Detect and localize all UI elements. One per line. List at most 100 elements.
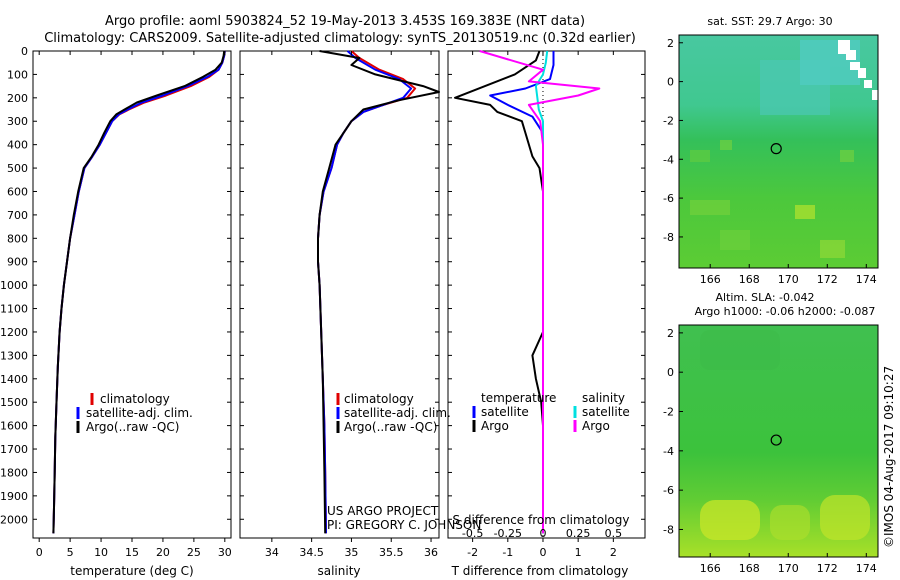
difference-series — [454, 50, 601, 538]
x-tick-label: 34 — [265, 546, 279, 559]
depth-tick-label: 1100 — [0, 303, 28, 316]
depth-tick-label: 400 — [7, 139, 28, 152]
x-tick-label: 30 — [218, 546, 232, 559]
x-tick-label: -1 — [502, 546, 513, 559]
map-y-tick-label: -8 — [663, 231, 674, 244]
map-x-tick-label: 166 — [700, 273, 721, 286]
depth-tick-label: 1600 — [0, 420, 28, 433]
series-line-argo-raw-qc- — [317, 50, 440, 534]
map-x-tick-label: 166 — [700, 562, 721, 575]
x-tick-label: 0.5 — [605, 527, 623, 540]
salinity-series — [317, 50, 440, 534]
map-x-tick-label: 170 — [778, 562, 799, 575]
map-y-tick-label: 0 — [667, 366, 674, 379]
legend-climatology-label: climatology — [100, 392, 170, 406]
map-y-tick-label: -2 — [663, 406, 674, 419]
depth-tick-label: 1900 — [0, 490, 28, 503]
depth-tick-label: 300 — [7, 115, 28, 128]
map-x-tick-label: 168 — [739, 273, 760, 286]
legend-climatology-label: climatology — [344, 392, 414, 406]
depth-tick-label: 1500 — [0, 396, 28, 409]
difference-xlabel-top: S difference from climatology — [453, 513, 630, 527]
sla-texture — [700, 330, 870, 540]
depth-tick-label: 2000 — [0, 513, 28, 526]
depth-tick-label: 800 — [7, 232, 28, 245]
project-line2: PI: GREGORY C. JOHNSON — [327, 518, 481, 532]
x-tick-label: 15 — [125, 546, 139, 559]
depth-tick-label: 0 — [21, 45, 28, 58]
salinity-legend: climatology satellite-adj. clim. Argo(..… — [336, 392, 451, 434]
x-tick-label: 35 — [344, 546, 358, 559]
depth-tick-label: 900 — [7, 256, 28, 269]
x-tick-label: 0 — [539, 546, 546, 559]
map-y-tick-label: -4 — [663, 153, 674, 166]
map-y-tick-label: -2 — [663, 114, 674, 127]
land-mask — [838, 40, 878, 100]
x-tick-label: 35.5 — [379, 546, 404, 559]
sla-map-title-line1: Altim. SLA: -0.042 — [715, 291, 814, 304]
depth-tick-label: 1700 — [0, 443, 28, 456]
map-y-tick-label: 2 — [667, 37, 674, 50]
map-x-tick-label: 172 — [817, 562, 838, 575]
sst-frame — [678, 34, 879, 269]
sst-map: 166 168 170 172 174 2 0 -2 -4 -6 -8 — [663, 34, 879, 286]
map-x-tick-label: 174 — [856, 562, 877, 575]
argo-position-marker — [770, 434, 782, 446]
depth-tick-label: 200 — [7, 92, 28, 105]
depth-tick-label: 1200 — [0, 326, 28, 339]
depth-tick-label: 700 — [7, 209, 28, 222]
depth-tick-label: 1800 — [0, 466, 28, 479]
project-line1: US ARGO PROJECT — [327, 504, 439, 518]
map-y-tick-label: 0 — [667, 76, 674, 89]
imos-timestamp: ©IMOS 04-Aug-2017 09:10:27 — [882, 366, 896, 548]
salinity-panel — [239, 50, 440, 539]
sla-map-title-line2: Argo h1000: -0.06 h2000: -0.087 — [695, 305, 876, 318]
salinity-xticks: 34 34.5 35 35.5 36 — [265, 51, 438, 559]
temperature-legend: climatology satellite-adj. clim. Argo(..… — [76, 392, 193, 434]
header-line2: Climatology: CARS2009. Satellite-adjuste… — [44, 31, 636, 46]
x-tick-label: 0 — [36, 546, 43, 559]
x-tick-label: 25 — [187, 546, 201, 559]
sst-map-title: sat. SST: 29.7 Argo: 30 — [707, 15, 832, 28]
legend-sal-argo-label: Argo — [582, 419, 610, 433]
argo-position-marker — [770, 143, 782, 155]
depth-tick-label: 1000 — [0, 279, 28, 292]
header-line1: Argo profile: aoml 5903824_52 19-May-201… — [105, 14, 585, 29]
map-y-tick-label: -6 — [663, 192, 674, 205]
legend-temperature-title: temperature — [481, 391, 556, 405]
map-y-tick-label: -6 — [663, 484, 674, 497]
sst-texture — [690, 40, 860, 258]
x-tick-label: 20 — [156, 546, 170, 559]
series-line-salinity-argo — [479, 50, 601, 534]
legend-argo-label: Argo(..raw -QC) — [344, 420, 437, 434]
legend-salinity-title: salinity — [582, 391, 625, 405]
x-tick-label: -0.5 — [462, 527, 483, 540]
depth-tick-label: 600 — [7, 185, 28, 198]
legend-satellite-label: satellite-adj. clim. — [344, 406, 451, 420]
x-tick-label: 10 — [94, 546, 108, 559]
depth-tick-label: 1300 — [0, 349, 28, 362]
x-tick-label: 0.25 — [566, 527, 591, 540]
legend-sal-satellite-label: satellite — [582, 405, 630, 419]
map-x-tick-label: 170 — [778, 273, 799, 286]
legend-argo-label: Argo(..raw -QC) — [86, 420, 179, 434]
depth-tick-label: 100 — [7, 68, 28, 81]
temperature-xlabel: temperature (deg C) — [70, 564, 193, 578]
x-tick-label: 2 — [610, 546, 617, 559]
legend-temp-argo-label: Argo — [481, 419, 509, 433]
map-y-tick-label: 2 — [667, 327, 674, 340]
map-x-tick-label: 168 — [739, 562, 760, 575]
difference-panel — [447, 50, 646, 539]
temperature-panel — [32, 50, 232, 539]
sla-map: 166 168 170 172 174 2 0 -2 -4 -6 -8 — [663, 324, 879, 575]
x-tick-label: -2 — [467, 546, 478, 559]
x-tick-label: -0.25 — [494, 527, 522, 540]
x-tick-label: 1 — [575, 546, 582, 559]
legend-satellite-label: satellite-adj. clim. — [86, 406, 193, 420]
temperature-xticks: 0 5 10 15 20 25 30 — [36, 51, 232, 559]
map-x-tick-label: 172 — [817, 273, 838, 286]
difference-legend: temperature salinity satellite Argo sate… — [472, 391, 630, 433]
sla-axes: 166 168 170 172 174 2 0 -2 -4 -6 -8 — [663, 327, 877, 575]
sla-frame — [678, 324, 879, 558]
